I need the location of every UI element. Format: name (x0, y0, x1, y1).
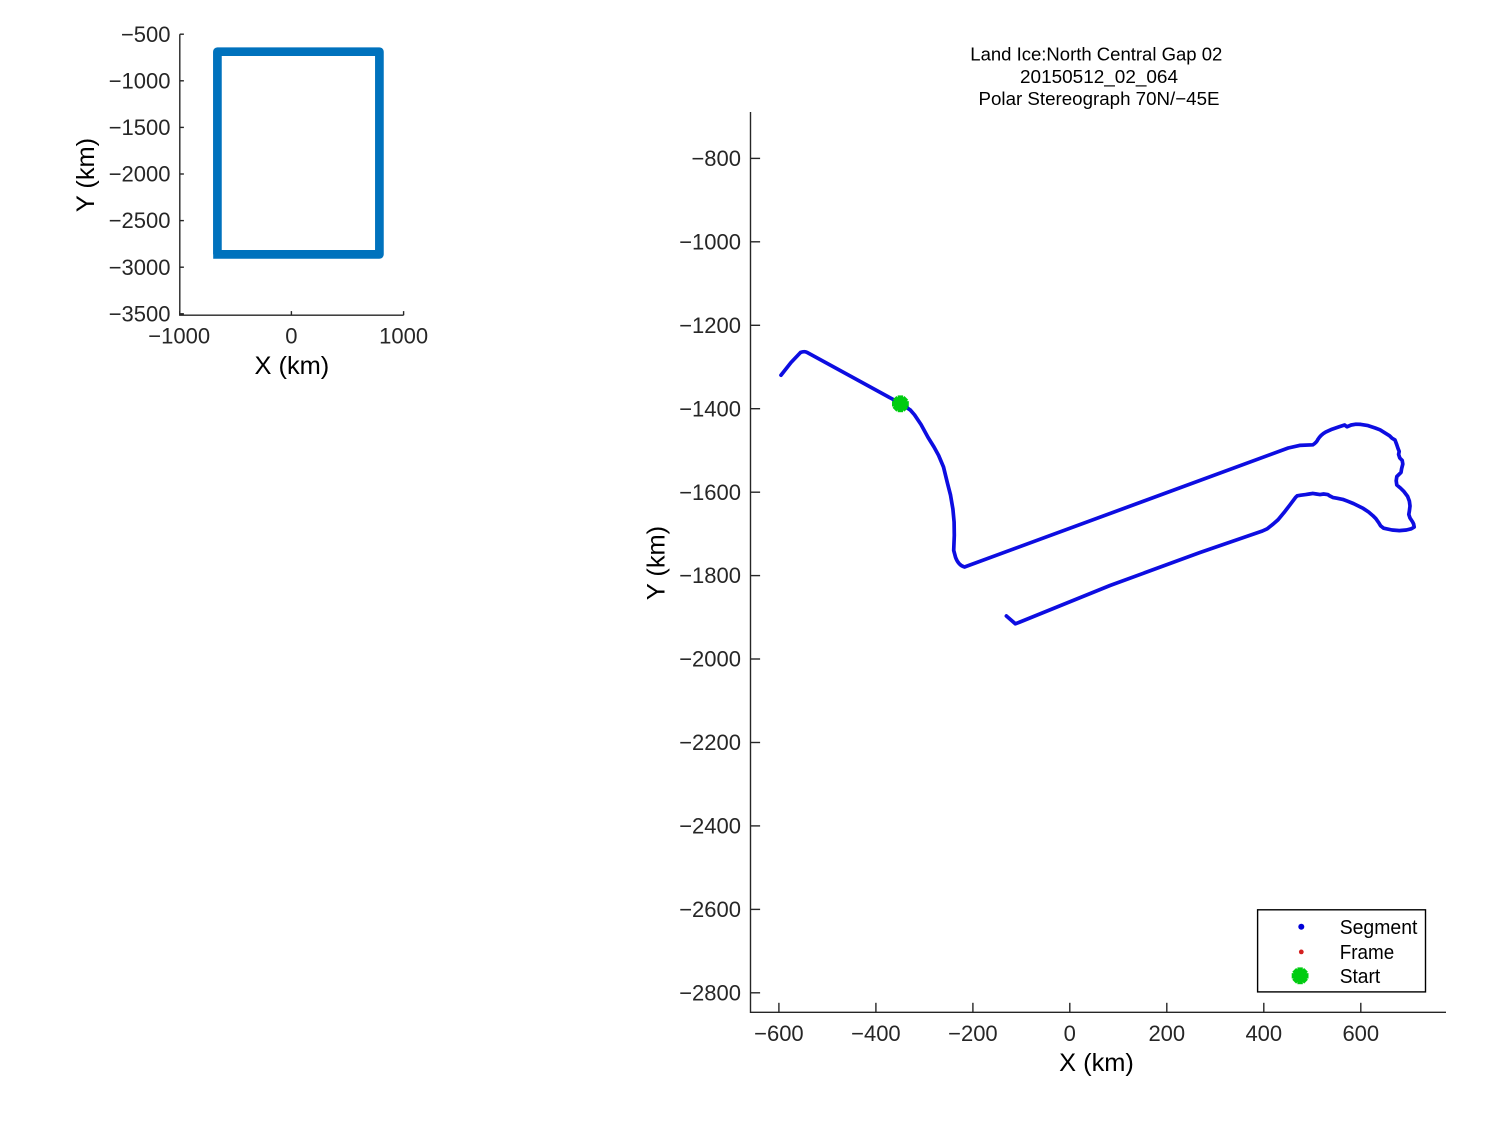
svg-text:−3500: −3500 (109, 301, 171, 326)
svg-text:−2000: −2000 (109, 162, 171, 187)
svg-text:−2800: −2800 (679, 980, 741, 1005)
svg-text:−1000: −1000 (109, 68, 171, 93)
svg-text:−2500: −2500 (109, 208, 171, 233)
svg-text:Start: Start (1340, 965, 1381, 988)
svg-text:Segment: Segment (1340, 916, 1418, 939)
svg-text:Y (km): Y (km) (72, 138, 100, 212)
svg-text:−800: −800 (691, 146, 741, 171)
svg-text:−1600: −1600 (679, 480, 741, 505)
svg-text:Land Ice:North Central Gap 02: Land Ice:North Central Gap 02 (970, 44, 1222, 65)
svg-text:X (km): X (km) (255, 352, 330, 380)
svg-text:20150512_02_064: 20150512_02_064 (1020, 66, 1178, 88)
svg-text:0: 0 (285, 324, 297, 349)
svg-text:−2200: −2200 (679, 730, 741, 755)
svg-text:Polar Stereograph 70N/−45E: Polar Stereograph 70N/−45E (979, 88, 1220, 109)
svg-text:−1500: −1500 (109, 115, 171, 140)
svg-text:−400: −400 (851, 1021, 901, 1046)
svg-text:−500: −500 (121, 22, 171, 47)
svg-text:−1400: −1400 (679, 396, 741, 421)
svg-text:Frame: Frame (1340, 941, 1395, 964)
svg-text:−1000: −1000 (148, 324, 210, 349)
svg-text:Y (km): Y (km) (643, 526, 671, 600)
svg-text:0: 0 (1064, 1021, 1076, 1046)
svg-text:X (km): X (km) (1059, 1049, 1134, 1077)
svg-text:−3000: −3000 (109, 255, 171, 280)
svg-text:−2000: −2000 (679, 647, 741, 672)
svg-text:200: 200 (1148, 1021, 1185, 1046)
svg-text:−200: −200 (948, 1021, 998, 1046)
svg-text:−600: −600 (754, 1021, 804, 1046)
svg-text:−1000: −1000 (679, 229, 741, 254)
svg-text:600: 600 (1342, 1021, 1379, 1046)
svg-text:400: 400 (1245, 1021, 1282, 1046)
svg-text:−1200: −1200 (679, 313, 741, 338)
svg-text:−2400: −2400 (679, 814, 741, 839)
svg-text:−2600: −2600 (679, 897, 741, 922)
svg-text:−1800: −1800 (679, 563, 741, 588)
svg-text:1000: 1000 (379, 324, 428, 349)
